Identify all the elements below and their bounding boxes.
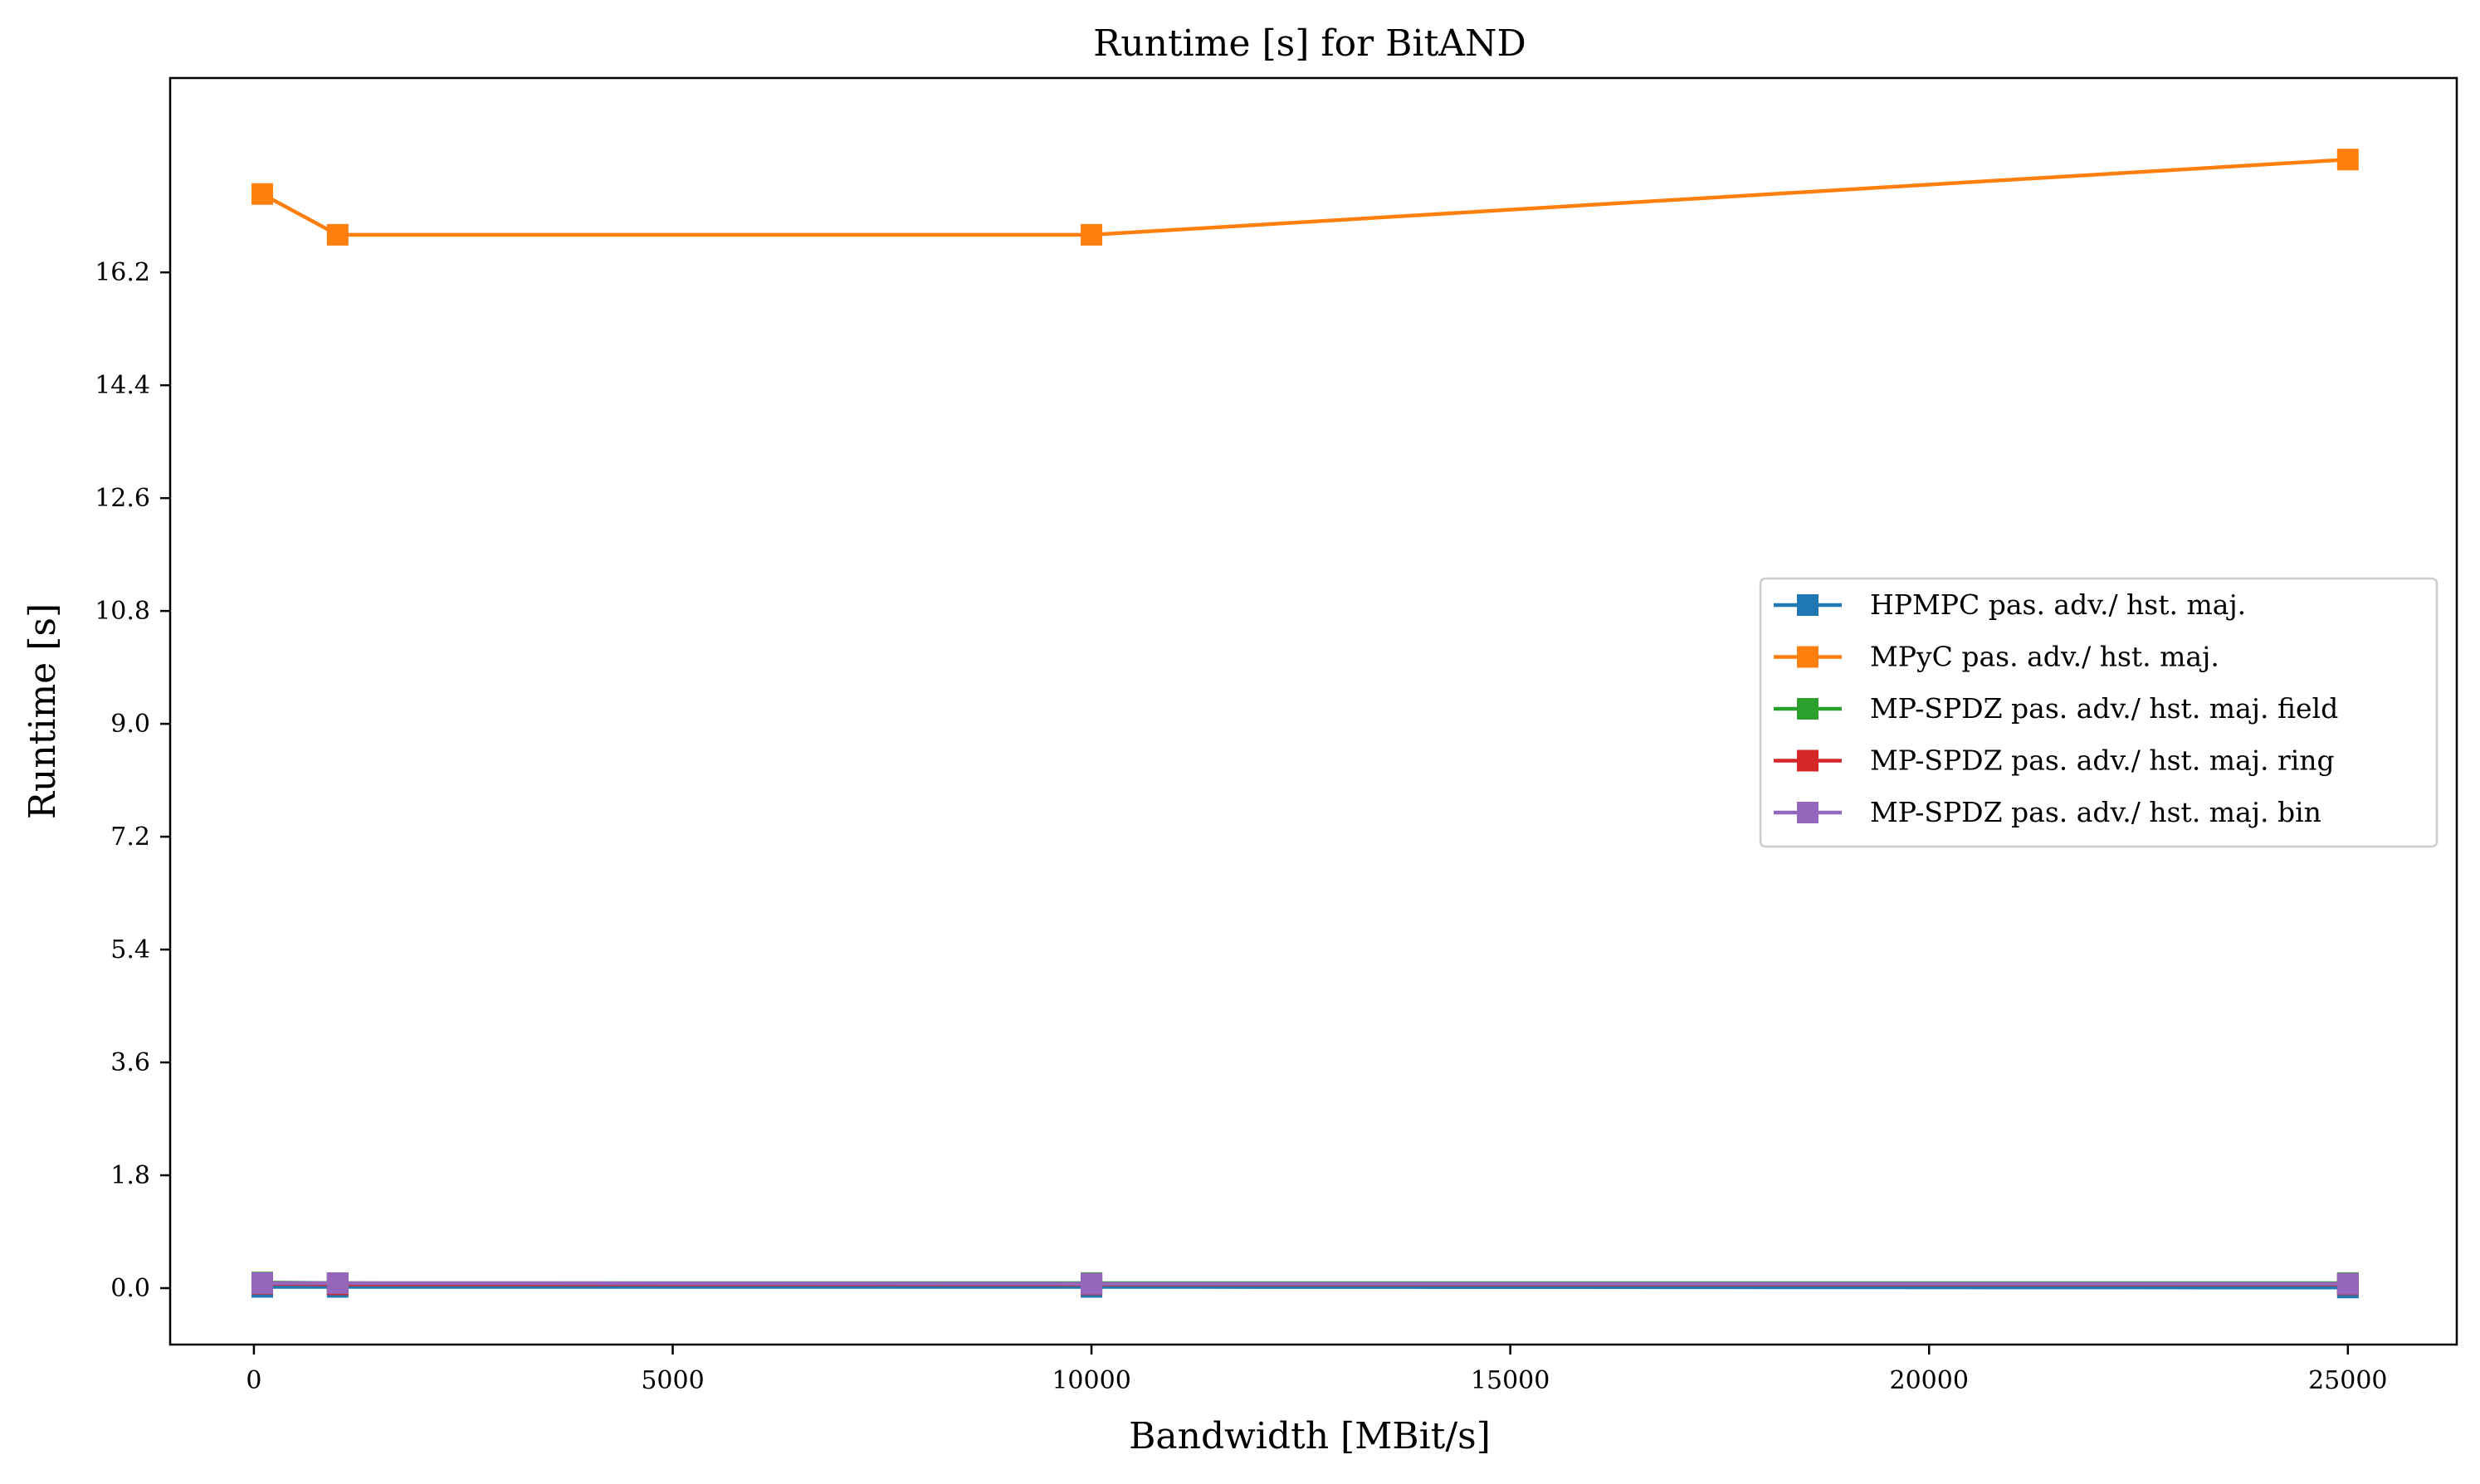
legend-item: MP-SPDZ pas. adv./ hst. maj. field	[1774, 692, 2338, 725]
y-axis-label: Runtime [s]	[22, 603, 64, 819]
data-point-marker	[326, 1272, 349, 1294]
chart-title: Runtime [s] for BitAND	[1093, 22, 1526, 65]
legend-marker	[1797, 594, 1819, 616]
x-tick-label: 25000	[2308, 1366, 2387, 1395]
x-axis-label: Bandwidth [MBit/s]	[1129, 1415, 1491, 1457]
series-4	[251, 1272, 2359, 1295]
series-1	[251, 149, 2359, 246]
legend-marker	[1797, 802, 1819, 823]
legend-label: MPyC pas. adv./ hst. maj.	[1870, 641, 2219, 673]
y-tick-label: 5.4	[110, 935, 150, 964]
y-tick-label: 3.6	[110, 1048, 150, 1077]
legend-label: HPMPC pas. adv./ hst. maj.	[1870, 588, 2246, 621]
legend-label: MP-SPDZ pas. adv./ hst. maj. ring	[1870, 744, 2335, 777]
y-tick-label: 9.0	[110, 710, 150, 739]
axis-ticks: 0 5000 10000 15000 20000 25000 0.0 1.8 3.6 5.4 7.2…	[95, 258, 2387, 1395]
series-layer	[251, 149, 2359, 1299]
legend-label: MP-SPDZ pas. adv./ hst. maj. bin	[1870, 796, 2321, 828]
y-tick-label: 14.4	[95, 371, 150, 400]
data-point-marker	[251, 1272, 274, 1294]
y-tick-label: 12.6	[95, 484, 150, 513]
y-tick-label: 10.8	[95, 597, 150, 626]
data-point-marker	[1081, 223, 1103, 246]
y-tick-label: 16.2	[95, 258, 150, 287]
data-point-marker	[326, 223, 349, 246]
data-point-marker	[2336, 1272, 2359, 1295]
series-line	[261, 157, 2348, 237]
series-line	[262, 1285, 2348, 1290]
x-tick-label: 20000	[1890, 1366, 1969, 1395]
y-tick-label: 1.8	[110, 1161, 150, 1190]
y-tick-label: 0.0	[110, 1274, 150, 1303]
legend: HPMPC pas. adv./ hst. maj. MPyC pas. adv.…	[1759, 577, 2439, 848]
x-tick-label: 15000	[1471, 1366, 1550, 1395]
legend-item: HPMPC pas. adv./ hst. maj.	[1774, 588, 2246, 621]
legend-marker	[1797, 698, 1819, 720]
data-point-marker	[1081, 1272, 1103, 1295]
legend-marker	[1797, 749, 1819, 772]
legend-item: MP-SPDZ pas. adv./ hst. maj. bin	[1774, 796, 2321, 828]
plot-frame	[168, 76, 2458, 1346]
x-tick-label: 5000	[641, 1366, 704, 1395]
x-tick-label: 10000	[1052, 1366, 1130, 1395]
legend-item: MP-SPDZ pas. adv./ hst. maj. ring	[1774, 744, 2335, 777]
data-point-marker	[2336, 149, 2359, 171]
data-point-marker	[251, 183, 274, 205]
series-line	[262, 1281, 2348, 1286]
legend-box	[1759, 577, 2439, 848]
x-tick-label: 0	[246, 1366, 261, 1395]
legend-label: MP-SPDZ pas. adv./ hst. maj. field	[1870, 692, 2338, 725]
legend-item: MPyC pas. adv./ hst. maj.	[1774, 641, 2219, 673]
legend-marker	[1797, 646, 1819, 668]
y-tick-label: 7.2	[110, 823, 150, 852]
